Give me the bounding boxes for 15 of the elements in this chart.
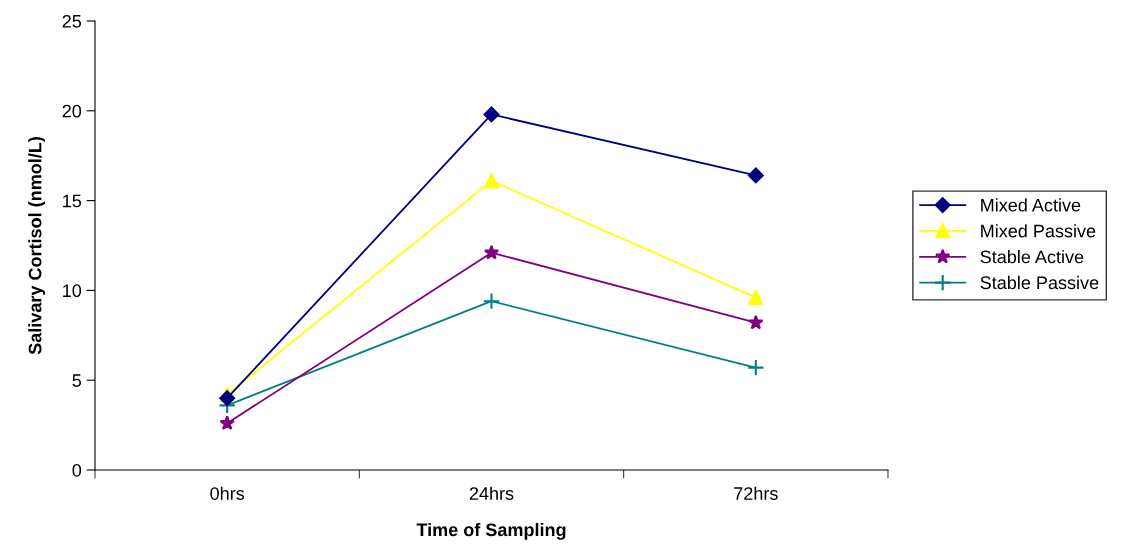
x-tick-label: 0hrs xyxy=(210,486,245,500)
y-tick-label: 15 xyxy=(63,194,82,208)
y-tick-label: 25 xyxy=(62,14,82,28)
legend-label: Mixed Active xyxy=(981,198,1081,212)
legend-label: Stable Passive xyxy=(980,275,1099,290)
x-tick-label: 72hrs xyxy=(734,486,778,500)
x-axis-title: Time of Sampling xyxy=(416,522,566,540)
x-tick-label: 24hrs xyxy=(469,486,514,500)
y-axis-title: Salivary Cortisol (nmol/L) xyxy=(28,137,46,355)
y-tick-label: 0 xyxy=(72,463,82,477)
legend-label: Mixed Passive xyxy=(981,224,1096,238)
y-tick-label: 20 xyxy=(62,104,82,118)
y-tick-label: 10 xyxy=(63,284,82,298)
y-tick-label: 5 xyxy=(72,374,82,387)
legend-label: Stable Active xyxy=(980,250,1084,264)
